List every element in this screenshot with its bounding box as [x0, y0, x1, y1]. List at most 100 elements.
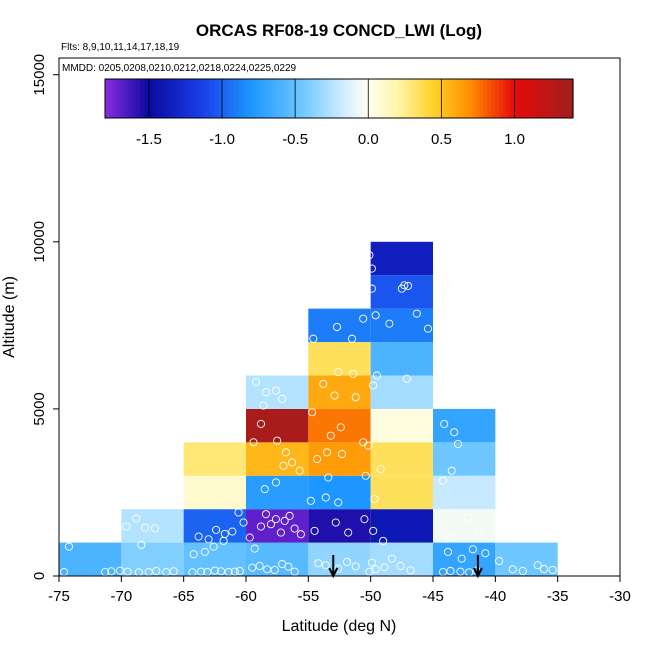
colorbar-segment [159, 79, 165, 118]
colorbar-segment [530, 79, 535, 118]
heatmap-cell [246, 442, 309, 476]
colorbar-segment [475, 79, 480, 118]
obs-point [250, 544, 259, 553]
colorbar-segment [237, 79, 243, 118]
obs-point [423, 324, 433, 333]
colorbar-tick-label: -1.5 [136, 131, 162, 148]
colorbar-segment [561, 79, 566, 118]
heatmap-cell [370, 442, 433, 476]
colorbar-segment [456, 79, 461, 118]
colorbar-segment [413, 79, 418, 118]
obs-point [349, 369, 358, 378]
colorbar-segment [378, 79, 383, 118]
obs-point [360, 515, 369, 524]
obs-point [296, 530, 305, 539]
obs-point [122, 522, 131, 531]
colorbar-segment [249, 79, 254, 118]
obs-point [273, 436, 282, 445]
obs-point [400, 281, 409, 290]
obs-point [228, 527, 237, 536]
colorbar-segment [440, 79, 445, 118]
heatmap-cell [433, 509, 496, 543]
colorbar-segment [401, 79, 406, 118]
colorbar-segment [327, 79, 332, 118]
obs-point [310, 526, 319, 535]
heatmap-cell [433, 442, 496, 476]
colorbar-segment [553, 79, 558, 118]
heatmap-cell [308, 342, 371, 376]
obs-point [380, 563, 389, 572]
x-tick-label: -60 [235, 588, 257, 605]
obs-point [306, 496, 315, 505]
colorbar-segment [151, 79, 157, 118]
obs-point [371, 311, 380, 320]
obs-point [271, 386, 280, 395]
obs-point [456, 567, 465, 576]
colorbar-segment [354, 79, 360, 118]
colorbar-segment [112, 79, 118, 118]
obs-point [376, 465, 385, 474]
colorbar-segment [518, 79, 523, 118]
obs-point [280, 516, 289, 525]
dates-subtitle: MMDD: 0205,0208,0210,0212,0218,0224,0225… [62, 63, 297, 74]
colorbar-segment [210, 79, 215, 118]
colorbar-segment [268, 79, 274, 118]
colorbar-segment [381, 79, 387, 118]
colorbar-segment [346, 79, 352, 118]
obs-point [308, 408, 317, 417]
heatmap-cell [370, 475, 433, 510]
colorbar-segment [163, 79, 168, 118]
colorbar-segment [452, 79, 457, 118]
colorbar-segment [483, 79, 488, 118]
colorbar-segment [300, 79, 305, 118]
obs-point [446, 566, 455, 576]
colorbar-segment [264, 79, 270, 118]
obs-point [475, 526, 484, 535]
obs-point [290, 524, 299, 533]
obs-point [271, 515, 280, 524]
colorbar-segment [428, 79, 434, 118]
obs-point [189, 550, 198, 559]
colorbar-segment [459, 79, 465, 118]
colorbar-segment [534, 79, 539, 118]
heatmap-cell [308, 442, 371, 476]
obs-point [210, 566, 219, 575]
obs-point [453, 439, 462, 449]
colorbar-segment [105, 79, 110, 118]
colorbar-segment [175, 79, 180, 118]
obs-point [370, 495, 379, 504]
colorbar-segment [292, 79, 297, 118]
obs-point [457, 554, 466, 563]
colorbar-segment [303, 79, 309, 118]
obs-point [463, 513, 472, 522]
obs-point [314, 559, 323, 568]
x-tick-label: -35 [547, 588, 569, 605]
y-axis: 0 5000 10000 15000 [31, 54, 59, 580]
heatmap-cell [370, 375, 433, 409]
obs-point [256, 419, 266, 428]
obs-point [251, 378, 261, 387]
heatmap-cell [183, 509, 246, 543]
obs-point [255, 561, 264, 571]
heatmap-cell [59, 542, 122, 576]
flights-subtitle: Flts: 8,9,10,11,14,17,18,19 [61, 42, 180, 53]
x-axis: -75 -70 -65 -60 -55 -50 -45 -40 -35 -30 [48, 576, 631, 605]
colorbar-segment [487, 79, 492, 118]
colorbar-segment [491, 79, 496, 118]
colorbar-tick-label: 1.0 [504, 131, 525, 148]
colorbar-tick-label: -0.5 [282, 131, 308, 148]
colorbar-segment [229, 79, 235, 118]
obs-point [446, 533, 455, 542]
obs-point [261, 510, 270, 519]
colorbar-tick-label: 0.0 [358, 131, 379, 148]
colorbar-segment [374, 79, 379, 118]
heatmap-cell [183, 442, 246, 476]
obs-point [197, 567, 206, 576]
colorbar-segment [276, 79, 282, 118]
obs-point [204, 535, 213, 544]
colorbar-segment [537, 79, 543, 118]
obs-point [351, 562, 360, 571]
colorbar-segment [565, 79, 570, 118]
colorbar-segment [526, 79, 531, 118]
